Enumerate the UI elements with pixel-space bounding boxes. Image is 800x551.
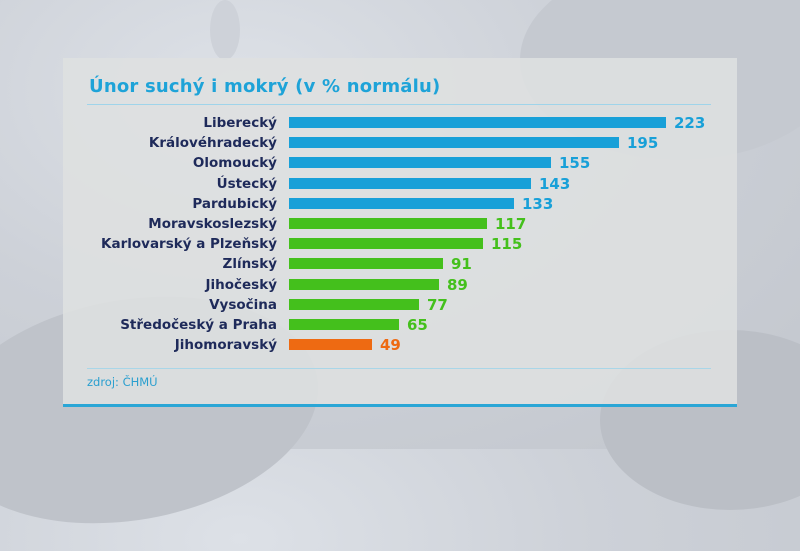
bar (289, 117, 666, 128)
bar-row: Pardubický 133 (63, 194, 737, 214)
bar-row: Zlínský 91 (63, 254, 737, 274)
bar (289, 298, 419, 310)
region-label: Karlovarský a Plzeňský (101, 236, 277, 253)
chart-panel: Únor suchý i mokrý (v % normálu) Liberec… (63, 58, 737, 405)
bar (289, 258, 443, 270)
region-label: Pardubický (192, 195, 277, 212)
bar-row: Ústecký 143 (63, 174, 737, 194)
region-label: Jihomoravský (174, 337, 277, 354)
bar-value: 115 (491, 235, 523, 254)
bar (289, 278, 439, 290)
bar (289, 319, 399, 330)
bar-value: 155 (559, 154, 591, 173)
bar (289, 197, 514, 209)
region-label: Zlínský (222, 256, 277, 273)
source-note: zdroj: ČHMÚ (87, 375, 158, 389)
region-label: Jihočeský (205, 276, 277, 293)
chart-title: Únor suchý i mokrý (v % normálu) (89, 76, 441, 97)
bar-value: 143 (539, 174, 571, 193)
bar-row: Jihočeský 89 (63, 275, 737, 295)
region-label: Vysočina (209, 296, 277, 313)
bar (289, 218, 487, 229)
bar-row: Vysočina 77 (63, 295, 737, 315)
region-label: Liberecký (203, 115, 277, 131)
bar (289, 157, 551, 169)
bottom-accent-line (63, 404, 737, 407)
bar (289, 339, 372, 351)
title-divider (87, 104, 711, 105)
bar-value: 91 (451, 255, 472, 274)
bar-row: Středočeský a Praha 65 (63, 315, 737, 335)
bar (289, 137, 619, 149)
region-label: Středočeský a Praha (120, 317, 277, 333)
footer-divider (87, 368, 711, 369)
bar (289, 177, 531, 189)
region-label: Moravskoslezský (148, 216, 277, 232)
bar-value: 195 (627, 134, 659, 153)
bar-row: Moravskoslezský 117 (63, 214, 737, 234)
bar-row: Olomoucký 155 (63, 153, 737, 173)
bar (289, 238, 483, 250)
bar-value: 133 (522, 194, 554, 213)
bar-row: Královéhradecký 195 (63, 133, 737, 153)
bar-value: 223 (674, 114, 706, 132)
bar-row: Liberecký 223 (63, 113, 737, 133)
bar-value: 77 (427, 295, 448, 314)
bar-value: 89 (447, 275, 468, 294)
bar-value: 49 (380, 336, 401, 355)
bar-value: 117 (495, 215, 527, 233)
region-label: Olomoucký (192, 155, 277, 172)
bar-value: 65 (407, 316, 428, 334)
bar-row: Karlovarský a Plzeňský 115 (63, 234, 737, 254)
bar-row: Jihomoravský 49 (63, 335, 737, 355)
background-map-shape (210, 0, 240, 60)
region-label: Ústecký (216, 175, 277, 192)
region-label: Královéhradecký (148, 135, 277, 152)
